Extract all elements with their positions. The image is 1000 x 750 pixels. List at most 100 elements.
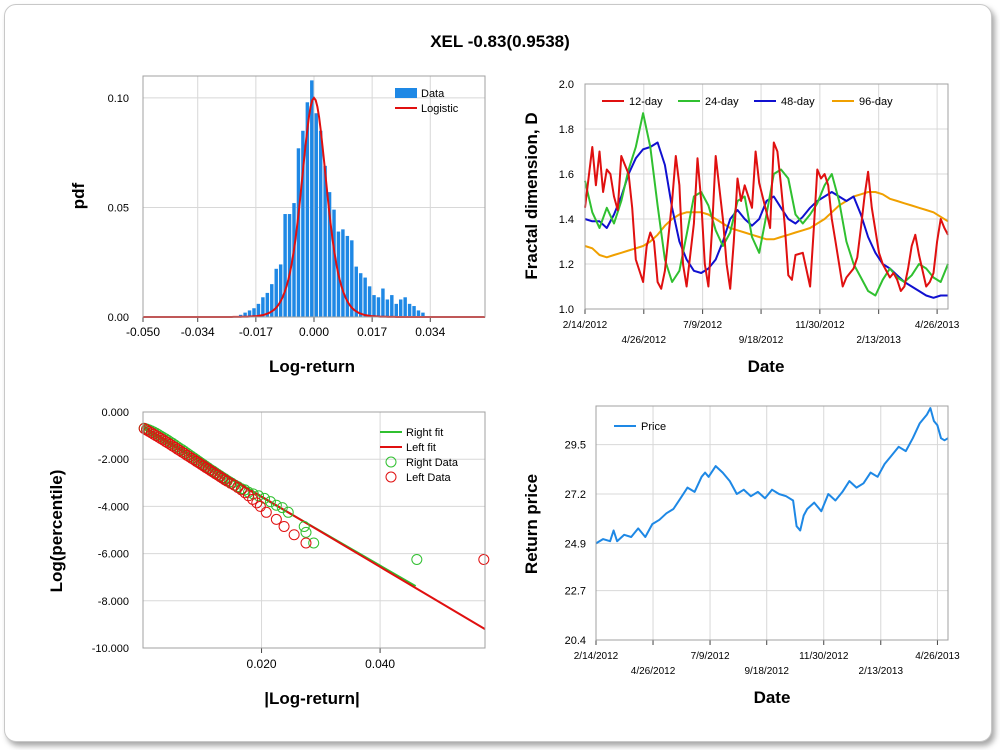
price-y-tick-label: 22.7	[565, 586, 586, 598]
pdf-bar	[261, 297, 265, 317]
pdf-bar	[327, 192, 332, 317]
fractal-x-tick-label: 4/26/2013	[915, 320, 960, 331]
tail-y-axis-title: Log(percentile)	[47, 470, 66, 593]
pdf-x-tick-label: -0.017	[239, 325, 273, 339]
price-x-tick-label: 4/26/2012	[631, 666, 676, 677]
pdf-bar	[292, 203, 296, 317]
fractal-y-tick-label: 1.8	[559, 124, 574, 136]
pdf-bar	[345, 235, 350, 317]
pdf-bar	[381, 288, 385, 317]
pdf-plot-area	[142, 75, 486, 318]
pdf-x-tick-label: 0.017	[357, 325, 387, 339]
tail-legend-label: Left Data	[406, 472, 452, 484]
pdf-bar	[407, 303, 412, 317]
pdf-bar	[314, 113, 318, 317]
tail-data-point	[232, 482, 244, 494]
tail-y-tick-label: -6.000	[98, 549, 129, 561]
pdf-bar	[332, 209, 336, 317]
fractal-legend-label: 24-day	[705, 96, 739, 108]
page-title: XEL -0.83(0.9538)	[430, 32, 570, 51]
fractal-y-tick-label: 2.0	[559, 79, 574, 91]
pdf-bar	[412, 306, 416, 317]
fractal-y-tick-label: 1.2	[559, 259, 574, 271]
tail-data-point	[411, 554, 423, 565]
tail-data-point	[300, 537, 312, 549]
price-x-tick-label: 9/18/2012	[744, 666, 789, 677]
pdf-bar	[305, 102, 310, 317]
price-x-tick-label: 11/30/2012	[799, 651, 849, 662]
fractal-series-line	[584, 191, 949, 259]
price-x-tick-label: 4/26/2013	[915, 651, 960, 662]
pdf-bar	[398, 299, 403, 317]
pdf-bar	[358, 273, 363, 317]
tail-y-tick-label: 0.000	[101, 407, 129, 419]
pdf-x-tick-label: -0.034	[181, 325, 215, 339]
fractal-legend-label: 48-day	[781, 96, 815, 108]
fractal-legend-label: 12-day	[629, 96, 663, 108]
price-plot-area	[595, 405, 949, 641]
tail-legend-swatch	[385, 471, 397, 483]
pdf-y-tick-label: 0.10	[108, 93, 129, 105]
pdf-bar	[323, 165, 327, 317]
pdf-bar	[341, 229, 345, 317]
pdf-bar	[247, 310, 252, 317]
pdf-bar	[390, 295, 394, 317]
price-y-axis-title: Return price	[522, 474, 541, 574]
fractal-x-axis-title: Date	[748, 357, 785, 376]
tail-data-point	[243, 490, 255, 502]
tail-data-point	[270, 513, 282, 525]
tail-legend-swatch	[385, 456, 397, 468]
pdf-bar	[318, 130, 323, 317]
tail-panel: 0.020 0.040 0.000 -2.000 -4.000 -6.000 -8.000 -…	[47, 407, 490, 708]
tail-x-tick-label: 0.020	[247, 657, 277, 671]
fractal-panel: 2/14/2012 7/9/2012 11/30/2012 4/26/2013 4/26…	[522, 79, 960, 376]
pdf-legend-label-data: Data	[421, 88, 445, 100]
pdf-bar	[256, 303, 261, 317]
price-legend-label: Price	[641, 421, 666, 433]
pdf-bar	[252, 308, 256, 317]
tail-x-tick-label: 0.040	[365, 657, 395, 671]
tail-data-point	[298, 520, 310, 532]
tail-x-axis-title: |Log-return|	[264, 689, 359, 708]
tail-data-point	[239, 487, 251, 499]
tail-data-point	[260, 506, 272, 518]
tail-legend-label: Right fit	[406, 427, 443, 439]
pdf-x-tick-label: 0.000	[299, 325, 329, 339]
tail-data-point	[478, 554, 490, 565]
fractal-legend-label: 96-day	[859, 96, 893, 108]
tail-y-tick-label: -4.000	[98, 501, 129, 513]
fractal-x-tick-label: 11/30/2012	[795, 320, 845, 331]
chart-frame	[4, 4, 992, 742]
fractal-x-tick-label: 9/18/2012	[739, 335, 784, 346]
pdf-legend-label-logistic: Logistic	[421, 103, 459, 115]
pdf-y-axis-title: pdf	[69, 182, 88, 209]
pdf-y-tick-label: 0.05	[108, 202, 129, 214]
pdf-bar	[310, 80, 314, 317]
pdf-bar	[265, 292, 270, 317]
tail-data-point	[270, 499, 282, 511]
fractal-x-tick-label: 4/26/2012	[622, 335, 667, 346]
pdf-legend-swatch-data	[395, 88, 417, 98]
pdf-x-axis-title: Log-return	[269, 357, 355, 376]
pdf-bar	[416, 310, 421, 317]
pdf-bar	[296, 148, 301, 317]
tail-y-tick-label: -8.000	[98, 596, 129, 608]
pdf-panel: -0.050 -0.034 -0.017 0.000 0.017 0.034 0.00 0.0…	[69, 75, 486, 376]
pdf-bar	[376, 297, 381, 317]
fractal-y-axis-title: Fractal dimension, D	[522, 112, 541, 279]
tail-data-point	[308, 537, 320, 549]
pdf-x-tick-label: 0.034	[415, 325, 445, 339]
pdf-bar	[403, 297, 407, 317]
tail-y-tick-label: -10.000	[92, 643, 129, 655]
fractal-x-tick-label: 7/9/2012	[683, 320, 722, 331]
fractal-y-tick-label: 1.6	[559, 169, 574, 181]
pdf-bar	[385, 299, 390, 317]
tail-data-point	[251, 497, 263, 509]
fractal-series-line	[584, 141, 949, 292]
price-x-tick-label: 2/13/2013	[859, 666, 904, 677]
pdf-bar	[301, 130, 305, 317]
tail-data-point	[254, 500, 266, 512]
fractal-y-tick-label: 1.4	[559, 214, 574, 226]
tail-data-point	[282, 506, 294, 518]
pdf-bar	[372, 295, 376, 317]
